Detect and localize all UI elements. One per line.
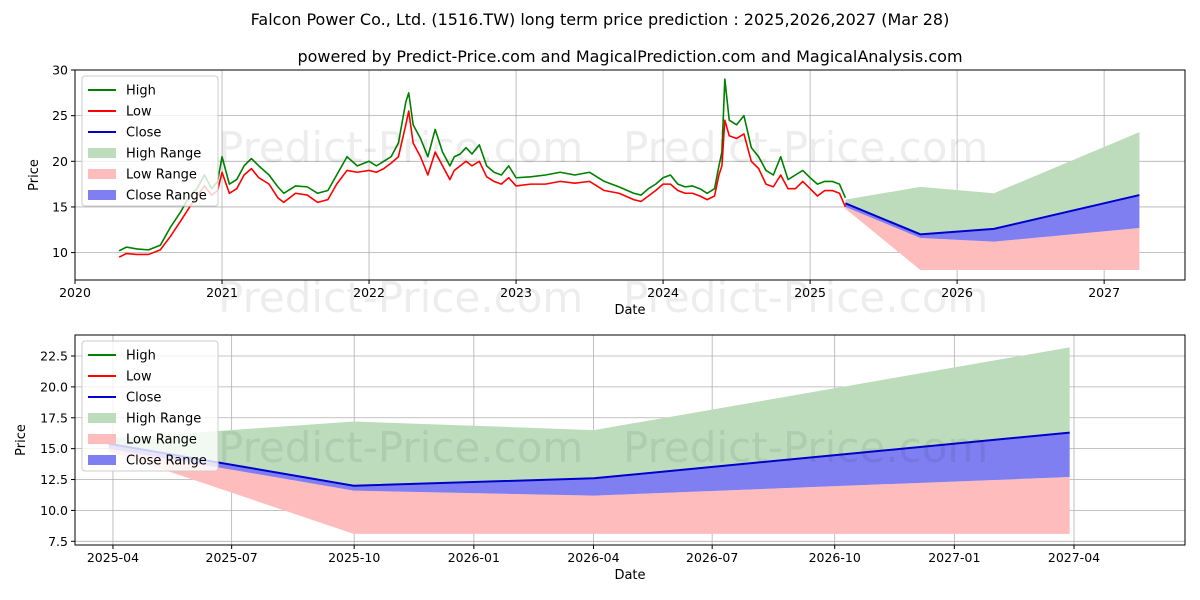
x-tick-label: 2023: [500, 285, 532, 300]
low-range-band: [845, 206, 1140, 270]
plot-area: [118, 78, 1140, 270]
legend-label-high: High: [126, 349, 156, 364]
top-plot: Predict-Price.com Predict-Price.com Predic…: [27, 63, 1186, 322]
tick-labels: 2025-04 2025-07 2025-10 2026-01 2026-04 2026-…: [40, 349, 1100, 566]
y-axis-label: Price: [14, 424, 29, 456]
x-tick-label: 2020: [59, 285, 91, 300]
y-tick-label: 30: [52, 63, 68, 78]
x-tick-label: 2026-07: [686, 550, 738, 565]
x-tick-label: 2025-07: [206, 550, 258, 565]
x-axis-label: Date: [614, 568, 645, 583]
x-tick-label: 2027-04: [1048, 550, 1100, 565]
tick-labels: 2020 2021 2022 2023 2024 2025 2026 202710152025…: [52, 63, 1120, 301]
high-range-band: [845, 132, 1140, 235]
y-axis-label: Price: [27, 159, 42, 191]
high-series-line: [118, 78, 847, 252]
high-range-band: [108, 347, 1070, 486]
axes-frame: [74, 334, 1186, 546]
watermark-text: Predict-Price.com: [623, 423, 988, 472]
x-tick-label: 2027: [1088, 285, 1120, 300]
close-series-line: [108, 431, 1070, 487]
legend-label-high-range: High Range: [126, 412, 201, 427]
legend-label-low-range: Low Range: [126, 168, 197, 183]
y-tick-label: 12.5: [40, 472, 68, 487]
legend-label-close-range: Close Range: [126, 454, 207, 469]
watermark-text: Predict-Price.com: [623, 273, 988, 322]
x-tick-label: 2022: [353, 285, 385, 300]
y-tick-label: 20: [52, 154, 68, 169]
bottom-plot: Predict-Price.com Predict-Price.com2025-0…: [14, 334, 1186, 583]
legend-label-low-range: Low Range: [126, 433, 197, 448]
watermark-text: Predict-Price.com: [218, 423, 583, 472]
legend-swatch-high-range: [88, 413, 116, 423]
plot-area: [108, 347, 1070, 534]
y-tick-label: 15: [52, 199, 68, 214]
x-tick-label: 2027-01: [928, 550, 980, 565]
watermark-text: Predict-Price.com: [623, 123, 988, 172]
watermark-text: Predict-Price.com: [218, 273, 583, 322]
close-range-band: [108, 432, 1070, 496]
x-tick-label: 2026-04: [567, 550, 619, 565]
y-tick-label: 15.0: [40, 441, 68, 456]
legend-swatch-low-range: [88, 169, 116, 179]
close-range-band: [845, 195, 1140, 242]
legend-label-high-range: High Range: [126, 147, 201, 162]
close-series-line: [845, 194, 1140, 236]
legend: High Low Close High Range Low Range Close Ran…: [81, 340, 219, 472]
legend-label-close-range: Close Range: [126, 189, 207, 204]
x-tick-label: 2026-01: [448, 550, 500, 565]
y-tick-label: 25: [52, 108, 68, 123]
x-tick-label: 2025-04: [87, 550, 139, 565]
x-tick-label: 2024: [647, 285, 679, 300]
x-tick-label: 2026-10: [809, 550, 861, 565]
y-tick-label: 10: [52, 245, 68, 260]
legend-swatch-high-range: [88, 148, 116, 158]
y-tick-label: 7.5: [48, 534, 68, 549]
y-tick-label: 22.5: [40, 349, 68, 364]
legend-swatch-close-range: [88, 455, 116, 465]
legend-label-low: Low: [126, 105, 152, 120]
x-tick-label: 2025-10: [328, 550, 380, 565]
x-tick-label: 2021: [206, 285, 238, 300]
watermark-text: Predict-Price.com: [218, 123, 583, 172]
low-series-line: [118, 110, 847, 258]
y-tick-label: 20.0: [40, 379, 68, 394]
chart-subtitle: powered by Predict-Price.com and Magical…: [297, 47, 962, 66]
legend-label-close: Close: [126, 391, 161, 406]
legend-label-close: Close: [126, 126, 161, 141]
x-tick-label: 2025: [794, 285, 826, 300]
legend-swatch-low-range: [88, 434, 116, 444]
y-tick-label: 10.0: [40, 503, 68, 518]
legend-swatch-close-range: [88, 190, 116, 200]
y-tick-label: 17.5: [40, 410, 68, 425]
chart-title: Falcon Power Co., Ltd. (1516.TW) long te…: [251, 10, 950, 29]
x-tick-label: 2026: [941, 285, 973, 300]
legend-label-low: Low: [126, 370, 152, 385]
low-range-band: [108, 448, 1070, 534]
x-axis-label: Date: [614, 303, 645, 318]
legend-label-high: High: [126, 84, 156, 99]
axes-frame: [74, 69, 1186, 281]
legend: High Low Close High Range Low Range Close Ran…: [81, 75, 219, 207]
